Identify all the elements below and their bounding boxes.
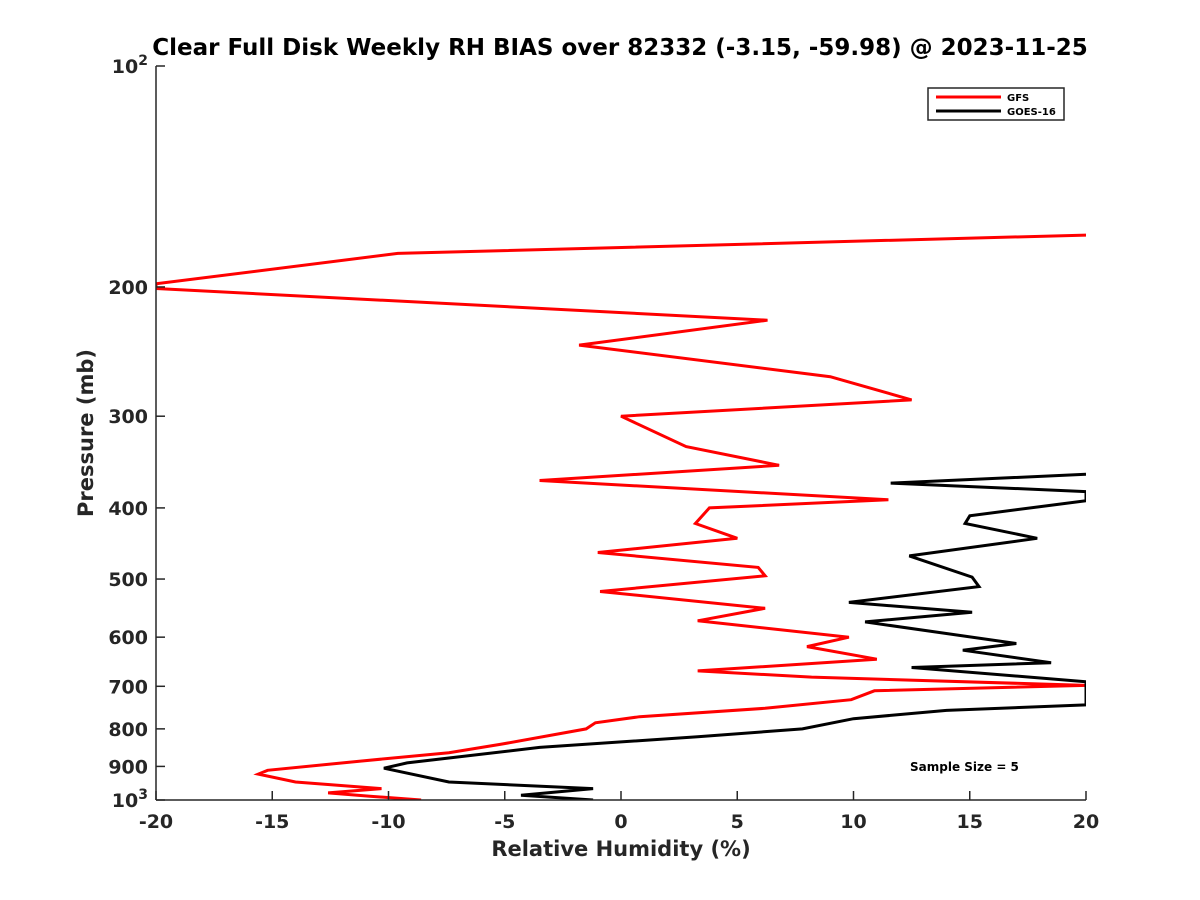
legend-label-gfs: GFS xyxy=(1007,93,1029,104)
x-tick-label: 0 xyxy=(614,811,627,833)
x-tick-label: 15 xyxy=(957,811,983,833)
x-ticks: -20 -15 -10 -5 0 5 10 15 20 xyxy=(139,791,1099,833)
y-tick-label: 102 xyxy=(112,53,148,78)
y-tick-label: 400 xyxy=(108,498,148,520)
sample-size-annotation: Sample Size = 5 xyxy=(910,760,1019,774)
y-tick-label: 900 xyxy=(108,756,148,778)
y-tick-label: 500 xyxy=(108,569,148,591)
x-axis-label: Relative Humidity (%) xyxy=(491,837,750,861)
chart-title: Clear Full Disk Weekly RH BIAS over 8233… xyxy=(152,35,1088,61)
y-tick-label: 200 xyxy=(108,277,148,299)
legend: GFS GOES-16 xyxy=(927,87,1065,121)
x-tick-label: 5 xyxy=(731,811,744,833)
series-line-gfs xyxy=(156,233,1086,800)
legend-label-goes16: GOES-16 xyxy=(1007,107,1056,118)
x-tick-label: 10 xyxy=(840,811,866,833)
x-tick-label: -15 xyxy=(255,811,289,833)
y-tick-label: 103 xyxy=(112,787,148,812)
x-tick-label: -10 xyxy=(371,811,405,833)
x-tick-label: -5 xyxy=(494,811,515,833)
y-tick-label: 800 xyxy=(108,719,148,741)
y-tick-label: 300 xyxy=(108,406,148,428)
legend-box xyxy=(927,87,1065,121)
series-line-goes16 xyxy=(383,472,1086,800)
y-tick-label: 700 xyxy=(108,676,148,698)
y-ticks: 102 200 300 400 500 600 700 800 900 103 xyxy=(108,53,165,812)
plot-area xyxy=(156,233,1086,800)
y-tick-label: 600 xyxy=(108,627,148,649)
x-tick-label: 20 xyxy=(1073,811,1099,833)
x-tick-label: -20 xyxy=(139,811,173,833)
y-axis-label: Pressure (mb) xyxy=(74,349,98,517)
